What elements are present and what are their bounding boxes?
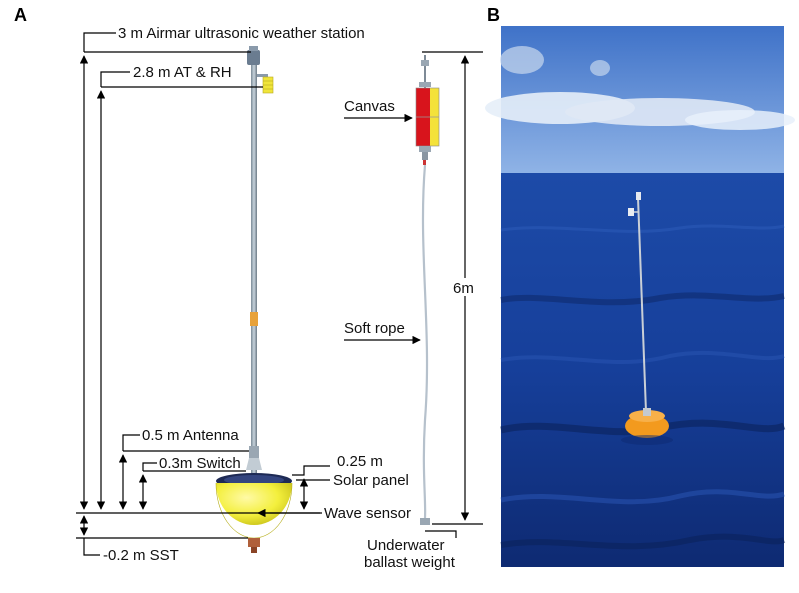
label-switch: 0.3m Switch bbox=[159, 455, 241, 472]
label-wave-sensor: Wave sensor bbox=[324, 505, 411, 522]
annotations-a bbox=[76, 32, 330, 556]
label-weather-station: 3 m Airmar ultrasonic weather station bbox=[118, 25, 365, 42]
label-ballast-line2: ballast weight bbox=[364, 554, 456, 571]
label-canvas: Canvas bbox=[344, 98, 395, 115]
label-antenna: 0.5 m Antenna bbox=[142, 427, 239, 444]
ballast-weight bbox=[420, 518, 430, 525]
label-rope-length: 6m bbox=[453, 280, 474, 297]
panel-letter-b: B bbox=[487, 5, 500, 25]
buoy-drawing bbox=[215, 46, 293, 553]
buoy-float bbox=[216, 483, 292, 525]
buoy-photo-icon bbox=[485, 26, 795, 567]
label-ballast-line1: Underwater bbox=[367, 537, 445, 554]
label-soft-rope: Soft rope bbox=[344, 320, 405, 337]
sst-sensor bbox=[248, 538, 260, 547]
label-at-rh: 2.8 m AT & RH bbox=[133, 64, 232, 81]
label-solar-height: 0.25 m bbox=[337, 453, 383, 470]
pole-collar bbox=[250, 312, 258, 326]
panel-letter-a: A bbox=[14, 5, 27, 25]
soft-rope bbox=[421, 164, 429, 519]
mast-pole bbox=[251, 64, 257, 480]
label-solar-panel: Solar panel bbox=[333, 472, 409, 489]
weather-station-sensor bbox=[247, 50, 260, 65]
label-sst: -0.2 m SST bbox=[103, 547, 179, 564]
drogue-drawing bbox=[415, 55, 440, 525]
